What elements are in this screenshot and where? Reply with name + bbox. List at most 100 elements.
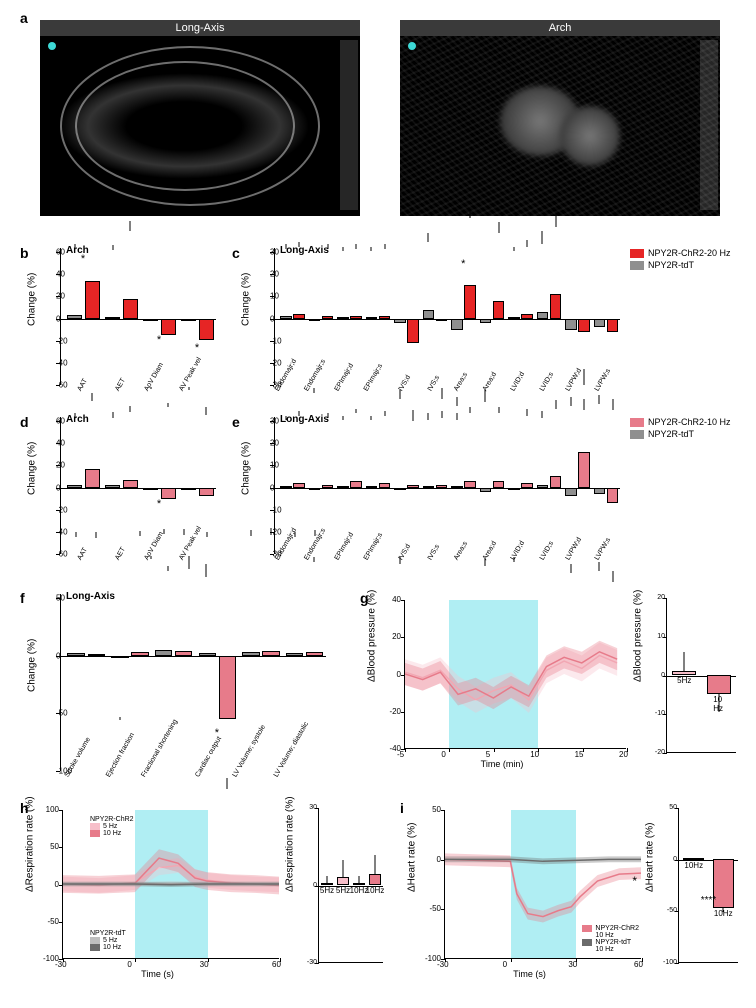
legend-label: NPY2R-ChR2 — [90, 816, 134, 823]
category-label: AV Peak vel — [178, 356, 203, 392]
y-axis-label: ΔHeart rate (%) — [645, 822, 656, 891]
significance-mark: * — [157, 334, 161, 346]
summary-bar: 10 Hz — [707, 675, 731, 694]
category-label: LVPW;s — [593, 368, 611, 393]
probe-marker-icon — [48, 42, 56, 50]
category-label: IVS;d — [398, 374, 413, 392]
category-label: LVID;d — [510, 371, 527, 393]
category-label: Area;d — [481, 371, 497, 392]
legend-label: NPY2R-tdT — [90, 930, 126, 937]
legend-item: NPY2R-tdT — [630, 260, 731, 270]
category-label: Cardiac output — [194, 736, 223, 779]
chart-h-summary: -300305Hz5Hz10Hz10HzΔRespiration rate (%… — [292, 804, 387, 979]
legend-label: NPY2R-ChR2-20 Hz — [648, 248, 731, 258]
category-label: Area;s — [453, 540, 469, 561]
significance-mark: * — [195, 342, 199, 354]
legend-item: NPY2R-ChR2-20 Hz — [630, 248, 731, 258]
category-label: AET — [114, 546, 127, 561]
x-axis-label: Time (min) — [481, 759, 524, 769]
probe-marker-icon — [408, 42, 416, 50]
chart-g-bp: -40-2002040-505101520ΔBlood pressure (%)… — [372, 594, 632, 769]
chart-d-arch: ArchChange (%)-60-40-200204060AATAETAoV … — [30, 417, 220, 572]
category-label: LVID;s — [539, 540, 555, 561]
legend-item: NPY2R-ChR2-10 Hz — [630, 417, 731, 427]
panel-label-a: a — [20, 10, 28, 26]
category-label: IVS;s — [426, 544, 440, 562]
chart-g-summary: -20-10010205Hz10 HzΔBlood pressure (%) — [640, 594, 740, 769]
ultrasound-title: Long-Axis — [40, 20, 360, 36]
category-label: AET — [114, 377, 127, 392]
summary-bar: 10Hz — [369, 874, 380, 884]
significance-mark: * — [632, 874, 637, 888]
y-axis-label: ΔRespiration rate (%) — [285, 796, 296, 892]
summary-bar: 5Hz — [672, 671, 696, 675]
legend-bc: NPY2R-ChR2-20 Hz NPY2R-tdT — [630, 248, 731, 272]
y-axis-label: Change (%) — [241, 272, 252, 325]
chart-e-longaxis: Long-AxisChange (%)-30-20-100102030Endom… — [244, 417, 624, 572]
scale-bar — [340, 40, 358, 210]
chart-i-summary: -100-5005010Hz10Hz****ΔHeart rate (%) — [652, 804, 742, 979]
y-axis-label: ΔRespiration rate (%) — [25, 796, 36, 892]
ultrasound-long-axis: Long-Axis — [40, 20, 360, 220]
category-label: Area;d — [481, 540, 497, 561]
significance-mark: * — [461, 258, 465, 270]
category-label: Endomajr;d — [274, 358, 298, 393]
y-axis-label: Change (%) — [27, 272, 38, 325]
category-label: EPImajr;s — [363, 532, 384, 562]
y-axis-label: Change (%) — [27, 638, 38, 691]
category-label: AoV Diam — [143, 362, 165, 393]
ultrasound-row: Long-Axis Arch — [40, 20, 720, 220]
x-axis-label: Time (s) — [141, 969, 174, 979]
x-axis-label: Time (s) — [513, 969, 546, 979]
category-label: AoV Diam — [143, 531, 165, 562]
summary-bar: 10Hz — [683, 858, 704, 860]
chart-i-hr: -100-50050-3003060ΔHeart rate (%)Time (s… — [412, 804, 647, 979]
category-label: Area;s — [453, 371, 469, 392]
significance-mark: * — [81, 253, 85, 265]
category-label: AAT — [76, 547, 89, 562]
panel-label-e: e — [232, 414, 240, 430]
summary-bar: 5Hz — [337, 877, 348, 885]
category-label: EPImajr;d — [334, 362, 355, 392]
chart-f-longaxis: Long-AxisChange (%)-100-50050Stroke volu… — [30, 594, 330, 789]
legend-i: NPY2R-ChR210 HzNPY2R-tdT10 Hz — [582, 925, 639, 953]
legend-swatch-icon — [630, 261, 644, 270]
category-label: AV Peak vel — [178, 525, 203, 561]
category-label: LVPW;s — [593, 537, 611, 562]
summary-bar: 10Hz — [353, 883, 364, 885]
summary-bar: 5Hz — [321, 883, 332, 885]
ultrasound-image — [40, 36, 360, 216]
panel-label-f: f — [20, 590, 25, 606]
panel-label-i: i — [400, 800, 404, 816]
category-label: LVPW;d — [565, 536, 584, 561]
legend-swatch-icon — [630, 249, 644, 258]
legend-de: NPY2R-ChR2-10 Hz NPY2R-tdT — [630, 417, 731, 441]
category-label: LVID;s — [539, 371, 555, 392]
y-axis-label: Change (%) — [27, 441, 38, 494]
ultrasound-arch: Arch — [400, 20, 720, 220]
legend-label: NPY2R-tdT — [648, 260, 694, 270]
category-label: LVID;d — [510, 540, 527, 562]
category-label: AAT — [76, 378, 89, 393]
y-axis-label: ΔBlood pressure (%) — [367, 589, 378, 681]
category-label: EPImajr;s — [363, 363, 384, 393]
category-label: IVS;s — [426, 375, 440, 393]
chart-h-resp: -100-50050100-3003060ΔRespiration rate (… — [30, 804, 285, 979]
legend-swatch-icon — [630, 430, 644, 439]
significance-mark: **** — [701, 895, 717, 906]
trace-lines — [405, 600, 626, 748]
panel-label-d: d — [20, 414, 29, 430]
category-label: Stroke volume — [63, 736, 91, 778]
category-label: Ejection fraction — [105, 732, 136, 779]
legend-item: NPY2R-tdT — [630, 429, 731, 439]
chart-c-longaxis: Long-AxisChange (%)-30-20-100102030Endom… — [244, 248, 624, 403]
y-axis-label: ΔBlood pressure (%) — [633, 589, 644, 681]
y-axis-label: Change (%) — [241, 441, 252, 494]
category-label: EPImajr;d — [334, 531, 355, 561]
category-label: IVS;d — [398, 543, 413, 561]
ultrasound-title: Arch — [400, 20, 720, 36]
significance-mark: * — [215, 727, 219, 739]
legend-label: NPY2R-ChR2-10 Hz — [648, 417, 731, 427]
legend-label: NPY2R-tdT — [648, 429, 694, 439]
panel-label-b: b — [20, 245, 29, 261]
